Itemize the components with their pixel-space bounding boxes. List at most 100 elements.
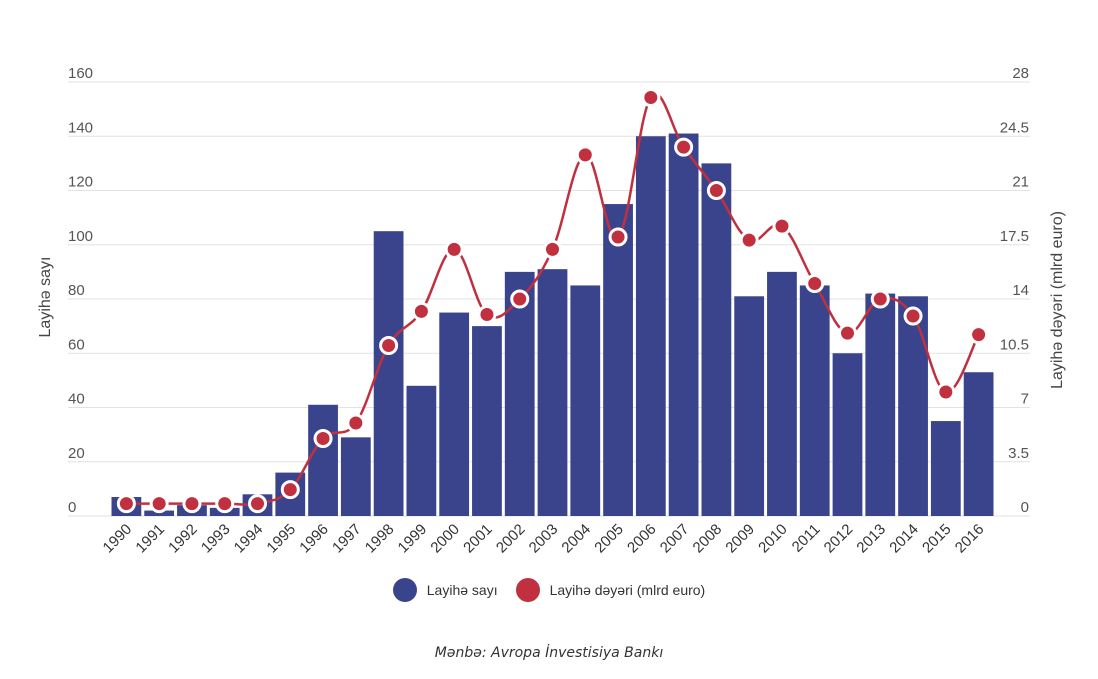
line-point bbox=[248, 494, 267, 514]
left-tick-label: 80 bbox=[68, 282, 85, 299]
left-tick-label: 160 bbox=[68, 65, 93, 82]
x-tick-label: 2004 bbox=[558, 521, 594, 557]
right-tick-label: 14 bbox=[1012, 282, 1029, 299]
bar bbox=[603, 204, 633, 516]
line-point bbox=[903, 306, 923, 326]
line-point bbox=[936, 382, 956, 402]
line-point bbox=[215, 494, 235, 514]
x-tick-label: 2008 bbox=[690, 521, 726, 557]
line-point bbox=[674, 137, 694, 157]
right-axis-title: Layihə dəyəri (mlrd euro) bbox=[1049, 211, 1066, 389]
bar bbox=[767, 271, 797, 516]
x-tick-label: 2011 bbox=[789, 521, 824, 556]
right-tick-label: 3.5 bbox=[1008, 445, 1029, 462]
right-tick-label: 10.5 bbox=[1000, 336, 1029, 353]
bar bbox=[799, 285, 830, 516]
bar bbox=[570, 285, 601, 516]
line-point bbox=[510, 289, 530, 309]
bar bbox=[668, 133, 699, 516]
line-point bbox=[969, 325, 989, 345]
line-point bbox=[444, 239, 464, 259]
value-line bbox=[126, 93, 980, 506]
x-tick-label: 2013 bbox=[853, 521, 889, 557]
line-point bbox=[543, 239, 562, 259]
bar bbox=[701, 163, 732, 516]
x-axis-ticks: 1990199119921993199419951996199719981999… bbox=[100, 521, 988, 557]
line-point bbox=[805, 274, 825, 293]
bar bbox=[144, 510, 175, 516]
line-point bbox=[116, 494, 136, 514]
bar bbox=[734, 296, 765, 516]
bar bbox=[406, 385, 437, 516]
x-tick-label: 2012 bbox=[821, 521, 857, 557]
bar bbox=[373, 231, 404, 516]
x-tick-label: 1996 bbox=[296, 521, 332, 557]
x-tick-label: 2014 bbox=[886, 521, 922, 557]
x-tick-label: 2005 bbox=[591, 521, 627, 557]
line-point bbox=[575, 145, 595, 165]
bar bbox=[504, 271, 535, 516]
x-tick-label: 1998 bbox=[362, 521, 398, 557]
legend-item-bars[interactable]: Layihə sayı bbox=[392, 578, 498, 602]
legend-item-line[interactable]: Layihə dəyəri (mlrd euro) bbox=[515, 578, 706, 602]
x-tick-label: 2002 bbox=[493, 521, 529, 557]
right-axis-ticks: 0 3.5 7 10.5 14 17.5 21 24.5 28 bbox=[1000, 65, 1029, 516]
left-tick-label: 120 bbox=[68, 174, 93, 191]
left-tick-label: 100 bbox=[68, 228, 93, 245]
x-tick-label: 2006 bbox=[624, 521, 660, 557]
line-point bbox=[149, 494, 169, 514]
line-point bbox=[739, 230, 759, 250]
left-tick-label: 20 bbox=[68, 445, 85, 462]
right-tick-label: 17.5 bbox=[1000, 228, 1029, 245]
line-point bbox=[313, 429, 333, 448]
source-note: Mənbə: Avropa İnvestisiya Bankı bbox=[434, 645, 664, 661]
bar bbox=[308, 404, 338, 516]
x-tick-label: 1995 bbox=[263, 521, 299, 557]
right-tick-label: 21 bbox=[1012, 174, 1029, 191]
line-point bbox=[346, 413, 366, 433]
bar bbox=[635, 136, 666, 516]
bar bbox=[340, 437, 371, 516]
left-tick-label: 40 bbox=[68, 391, 85, 408]
line-point bbox=[379, 336, 399, 355]
legend-line-swatch bbox=[515, 578, 540, 602]
bar bbox=[832, 353, 863, 516]
x-tick-label: 2003 bbox=[526, 521, 562, 557]
x-tick-label: 2007 bbox=[657, 521, 693, 557]
line-point bbox=[706, 181, 726, 200]
line-point bbox=[838, 323, 857, 343]
line-point bbox=[182, 494, 202, 514]
left-tick-label: 0 bbox=[68, 499, 76, 516]
x-tick-label: 1993 bbox=[198, 521, 234, 557]
line-point bbox=[477, 305, 497, 324]
x-tick-label: 2015 bbox=[919, 521, 955, 557]
x-tick-label: 1994 bbox=[231, 521, 267, 557]
legend-line-label: Layihə dəyəri (mlrd euro) bbox=[549, 582, 706, 598]
bar bbox=[537, 269, 568, 516]
bar bbox=[963, 372, 994, 516]
line-series bbox=[116, 88, 989, 514]
x-tick-label: 2000 bbox=[427, 521, 463, 557]
left-axis-title: Layihə sayı bbox=[37, 257, 54, 338]
bar bbox=[472, 326, 502, 516]
line-point bbox=[608, 227, 628, 247]
line-point bbox=[411, 301, 431, 321]
x-tick-label: 1997 bbox=[329, 521, 365, 557]
line-point bbox=[280, 480, 300, 500]
x-tick-label: 2009 bbox=[722, 521, 758, 557]
x-tick-label: 1999 bbox=[395, 521, 431, 557]
bar bbox=[898, 296, 928, 516]
legend-bar-label: Layihə sayı bbox=[426, 582, 498, 598]
legend-bar-swatch bbox=[392, 578, 417, 602]
bar bbox=[439, 312, 470, 516]
left-tick-label: 140 bbox=[68, 119, 93, 136]
x-tick-label: 2016 bbox=[952, 521, 988, 557]
legend: Layihə sayı Layihə dəyəri (mlrd euro) bbox=[0, 578, 1098, 602]
bar bbox=[930, 421, 961, 516]
left-axis-ticks: 0 20 40 60 80 100 120 140 160 bbox=[68, 65, 93, 516]
line-point bbox=[870, 289, 890, 309]
right-tick-label: 28 bbox=[1012, 65, 1029, 82]
right-tick-label: 7 bbox=[1021, 391, 1029, 408]
right-tick-label: 24.5 bbox=[1000, 119, 1029, 136]
